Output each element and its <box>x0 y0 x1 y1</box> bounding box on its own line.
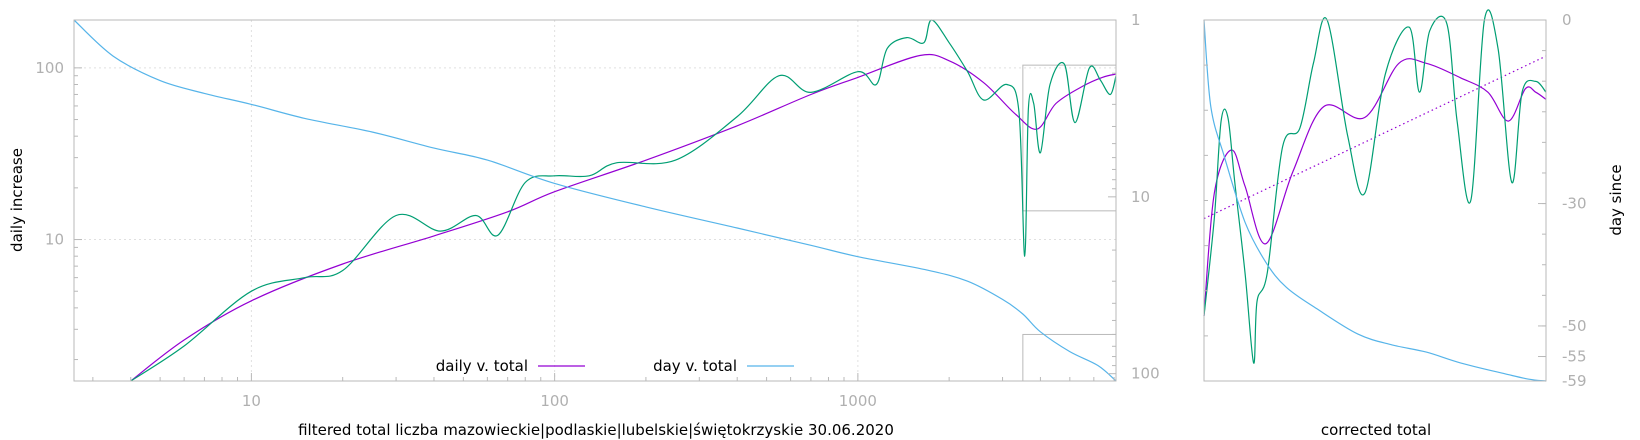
main-series <box>73 19 1117 382</box>
right-panel: 0 -30 -50 -55 -59 day since corrected total <box>1203 9 1625 439</box>
inset-box-lower <box>1022 333 1117 382</box>
legend-label-daily: daily v. total <box>436 357 528 375</box>
main-panel: 10 100 1000 10 100 1 10 100 daily increase filt… <box>8 11 1160 439</box>
y2-tick-label: 10 <box>1131 188 1150 206</box>
y-axis-label: daily increase <box>8 148 26 252</box>
x-tick-label: 100 <box>540 392 569 410</box>
right-ticks: 0 -30 -50 -55 -59 <box>1204 11 1587 390</box>
y2-axis-label-right: day since <box>1607 164 1625 235</box>
right-y2-tick-label: -30 <box>1562 195 1587 213</box>
legend: daily v. total day v. total <box>436 357 794 375</box>
right-y2-tick-label: -50 <box>1562 317 1587 335</box>
x-axis-label-right: corrected total <box>1321 421 1431 439</box>
y2-tick-label: 100 <box>1131 365 1160 383</box>
y-tick-label: 10 <box>45 231 64 249</box>
main-plot-frame <box>73 19 1117 382</box>
x-tick-label: 1000 <box>839 392 877 410</box>
right-series-smoothed <box>1203 58 1547 317</box>
y-tick-label: 100 <box>35 59 64 77</box>
series-day-vs-total <box>73 19 1117 382</box>
series-daily-vs-total <box>130 53 1117 382</box>
y2-tick-label: 1 <box>1131 11 1141 29</box>
right-series <box>1203 9 1547 382</box>
right-series-raw <box>1203 9 1547 364</box>
right-y2-tick-label: 0 <box>1562 11 1572 29</box>
main-ticks: 10 100 1000 10 100 1 10 100 <box>35 11 1159 410</box>
main-grid <box>74 20 1116 381</box>
legend-label-day: day v. total <box>653 357 737 375</box>
main-inset-box <box>1022 64 1117 382</box>
right-y2-tick-label: -55 <box>1562 348 1587 366</box>
x-axis-label: filtered total liczba mazowieckie|podlas… <box>298 421 894 439</box>
x-tick-label: 10 <box>242 392 261 410</box>
right-series-day <box>1203 19 1547 382</box>
right-y2-tick-label: -59 <box>1562 372 1587 390</box>
series-daily-raw <box>130 19 1117 382</box>
